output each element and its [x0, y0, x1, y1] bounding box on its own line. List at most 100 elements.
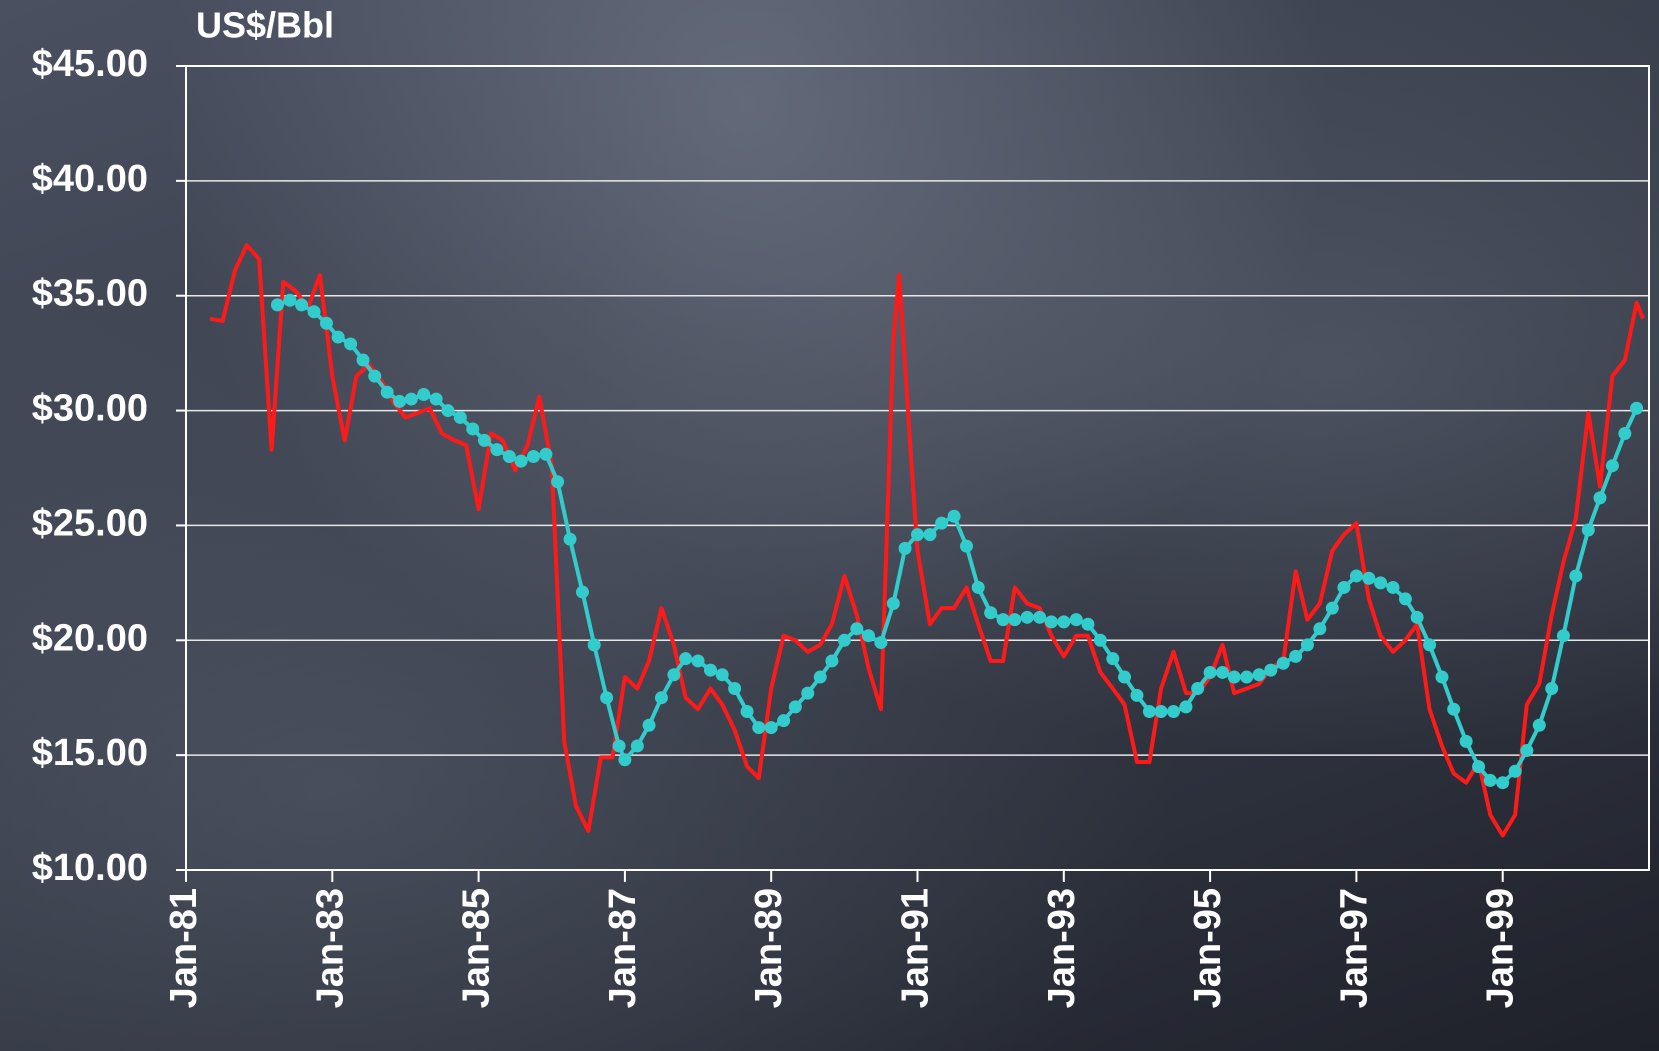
series-marker [1423, 638, 1437, 652]
series-marker [1093, 633, 1107, 647]
x-tick-label: Jan-85 [456, 888, 498, 1008]
series-marker [740, 704, 754, 718]
series-marker [453, 410, 467, 424]
series-marker [1349, 569, 1363, 583]
series-marker [1532, 718, 1546, 732]
series-marker [1057, 615, 1071, 629]
series-marker [1410, 610, 1424, 624]
series-marker [393, 394, 407, 408]
series-marker [1630, 401, 1644, 415]
series-marker [490, 443, 504, 457]
y-tick-label: $15.00 [32, 732, 148, 774]
series-marker [1033, 610, 1047, 624]
series-marker [911, 528, 924, 542]
series-marker [514, 454, 528, 468]
series-marker [466, 422, 480, 436]
series-marker [575, 585, 589, 599]
y-tick-label: $10.00 [32, 847, 148, 889]
series-marker [1069, 613, 1083, 627]
series-marker [1142, 704, 1156, 718]
series-marker [1252, 668, 1266, 682]
series-marker [1130, 688, 1144, 702]
series-marker [703, 663, 717, 677]
y-tick-label: $25.00 [32, 502, 148, 544]
series-marker [1362, 571, 1376, 585]
y-tick-label: $45.00 [32, 43, 148, 85]
series-marker [1337, 580, 1351, 594]
x-tick-label: Jan-99 [1480, 888, 1522, 1008]
y-tick-label: $40.00 [32, 158, 148, 200]
series-line [209, 243, 1645, 838]
series-marker [417, 387, 431, 401]
series-marker [1044, 615, 1058, 629]
series-marker [996, 613, 1010, 627]
plot-frame [185, 65, 1650, 871]
series-marker [380, 385, 394, 399]
series-marker [563, 532, 577, 546]
series-marker [368, 369, 382, 383]
series-marker [1398, 592, 1412, 606]
x-tick-label: Jan-93 [1041, 888, 1083, 1008]
series-marker [618, 753, 632, 767]
x-tick-label: Jan-81 [163, 888, 205, 1008]
series-marker [356, 353, 370, 367]
series-marker [502, 450, 516, 464]
series-marker [441, 404, 455, 418]
y-axis-label: US$/Bbl [196, 5, 334, 46]
series-marker [788, 700, 802, 714]
series-marker [319, 316, 333, 330]
series-marker [728, 682, 742, 696]
series-marker [1216, 665, 1230, 679]
series-marker [1593, 491, 1607, 505]
series-marker [837, 633, 851, 647]
series-marker [861, 629, 875, 643]
series-marker [642, 718, 656, 732]
series-marker [1325, 601, 1339, 615]
series-marker [715, 668, 729, 682]
series-marker [1081, 617, 1095, 631]
series-marker [1240, 670, 1254, 684]
x-tick-label: Jan-89 [748, 888, 790, 1008]
series-marker [1508, 764, 1522, 778]
series-marker [801, 686, 815, 700]
series-marker [1618, 427, 1632, 441]
series-marker [1483, 773, 1497, 787]
series-marker [777, 714, 791, 728]
series-marker [1545, 682, 1559, 696]
series-marker [551, 475, 565, 489]
series-marker [612, 739, 626, 753]
series-marker [1008, 613, 1022, 627]
series-marker [1386, 580, 1400, 594]
series-marker [886, 597, 900, 611]
series-marker [1191, 682, 1205, 696]
series-marker [331, 330, 345, 344]
series-marker [1435, 670, 1449, 684]
series-marker [947, 509, 961, 523]
series-marker [1227, 670, 1241, 684]
series-marker [1459, 734, 1473, 748]
series-marker [923, 528, 937, 542]
series-marker [1300, 638, 1314, 652]
series-marker [307, 305, 321, 319]
series-marker [1569, 569, 1583, 583]
series-marker [1605, 459, 1619, 473]
series-marker [429, 392, 443, 406]
series-marker [898, 541, 912, 555]
series-marker [1276, 656, 1290, 670]
series-marker [283, 293, 297, 307]
series-marker [1520, 744, 1534, 758]
series-marker [1496, 776, 1510, 790]
series-line [276, 298, 1639, 785]
series-marker [813, 670, 827, 684]
x-tick-label: Jan-83 [309, 888, 351, 1008]
series-marker [630, 739, 644, 753]
series-marker [1581, 523, 1595, 537]
series-marker [1154, 704, 1168, 718]
x-tick-label: Jan-97 [1333, 888, 1375, 1008]
series-marker [752, 721, 766, 735]
series-marker [679, 652, 693, 666]
series-marker [344, 337, 358, 351]
series-marker [1556, 629, 1570, 643]
series-marker [295, 298, 309, 312]
